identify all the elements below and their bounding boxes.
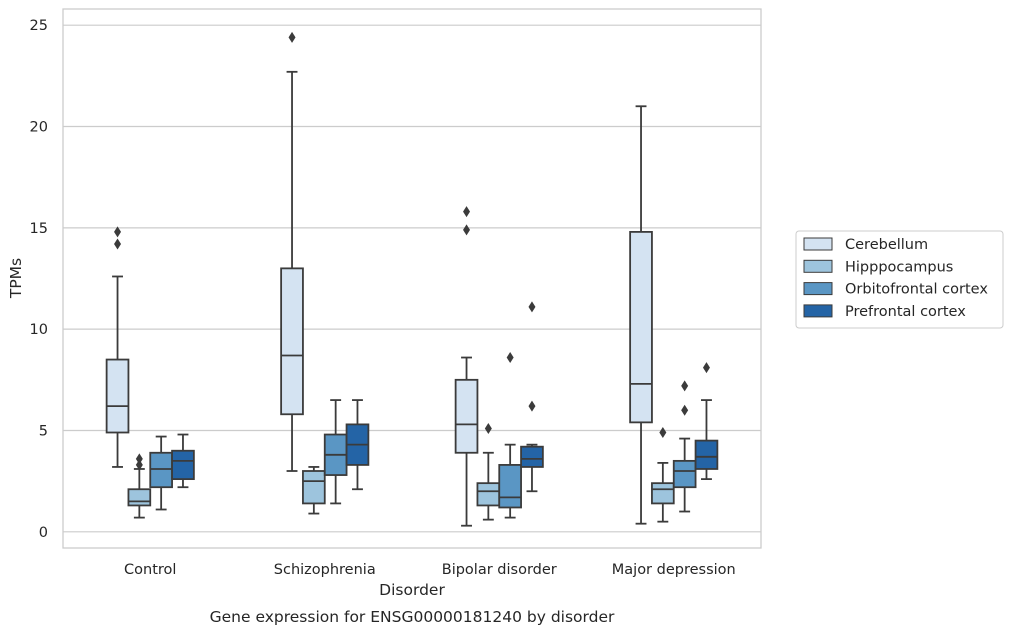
box-body	[672, 459, 697, 489]
box-body	[498, 464, 522, 509]
grid-lines	[63, 24, 761, 533]
outlier-point	[702, 362, 710, 374]
legend-label: Cerebellum	[845, 237, 928, 253]
box-body	[280, 267, 304, 416]
box-body	[694, 439, 719, 470]
box-body	[105, 358, 130, 434]
outlier-point	[506, 352, 514, 364]
box-prefrontal-cortex	[520, 301, 544, 493]
outlier-point	[463, 224, 471, 236]
box-prefrontal-cortex	[171, 433, 195, 489]
box-body	[520, 445, 544, 468]
legend-label: Hipppocampus	[845, 259, 953, 275]
box-orbitofrontal-cortex	[323, 399, 348, 505]
y-tick-label: 15	[30, 221, 48, 237]
outlier-point	[681, 380, 689, 392]
legend-swatch	[803, 259, 833, 273]
outlier-point	[528, 400, 536, 412]
box-prefrontal-cortex	[694, 362, 719, 481]
legend-label: Prefrontal cortex	[845, 304, 966, 320]
box-cerebellum	[280, 31, 304, 472]
plot-frame	[62, 8, 762, 549]
outlier-point	[135, 453, 143, 465]
outlier-point	[659, 427, 667, 438]
box-cerebellum	[454, 206, 479, 527]
legend-swatch	[803, 304, 833, 318]
x-tick-label: Bipolar disorder	[442, 562, 557, 578]
box-cerebellum	[629, 105, 653, 525]
outlier-point	[135, 459, 143, 471]
outlier-point	[463, 206, 471, 218]
legend-frame	[795, 230, 1004, 329]
chart-caption: Gene expression for ENSG00000181240 by d…	[210, 608, 615, 626]
box-hipppocampus	[127, 453, 152, 519]
box-prefrontal-cortex	[345, 399, 370, 491]
legend-swatch	[803, 282, 833, 296]
outlier-point	[288, 31, 296, 43]
legend-label: Orbitofrontal cortex	[845, 282, 988, 298]
box-series	[105, 31, 719, 527]
box-hipppocampus	[302, 466, 326, 515]
box-orbitofrontal-cortex	[672, 380, 697, 513]
box-body	[629, 230, 653, 424]
box-cerebellum	[105, 226, 130, 468]
y-tick-label: 5	[39, 423, 48, 439]
x-axis-label: Disorder	[379, 581, 445, 599]
box-body	[454, 378, 479, 454]
y-tick-label: 0	[39, 525, 48, 541]
outlier-point	[114, 238, 122, 250]
box-body	[476, 482, 501, 507]
y-tick-label: 20	[30, 120, 48, 136]
outlier-point	[484, 422, 492, 434]
outlier-point	[114, 226, 122, 238]
outlier-point	[681, 404, 689, 416]
box-body	[127, 488, 152, 507]
legend: Cerebellum Hipppocampus Orbitofrontal cort…	[795, 230, 1004, 329]
x-tick-label: Schizophrenia	[274, 562, 376, 578]
outlier-point	[528, 301, 536, 313]
x-tick-label: Control	[124, 562, 176, 578]
x-tick-label: Major depression	[612, 562, 736, 578]
y-tick-label: 10	[30, 322, 48, 338]
y-tick-labels: 0 5 10 15 20 25	[30, 18, 48, 541]
box-body	[302, 470, 326, 505]
box-body	[149, 451, 173, 489]
legend-swatch	[803, 237, 833, 251]
x-tick-labels: Control Schizophrenia Bipolar disorder Majo…	[124, 562, 736, 578]
box-hipppocampus	[651, 427, 675, 523]
box-hipppocampus	[476, 422, 501, 521]
box-body	[171, 449, 195, 481]
y-tick-label: 25	[30, 18, 48, 34]
box-orbitofrontal-cortex	[498, 352, 522, 519]
box-body	[651, 482, 675, 505]
y-axis-label: TPMs	[7, 258, 25, 299]
box-orbitofrontal-cortex	[149, 435, 173, 511]
